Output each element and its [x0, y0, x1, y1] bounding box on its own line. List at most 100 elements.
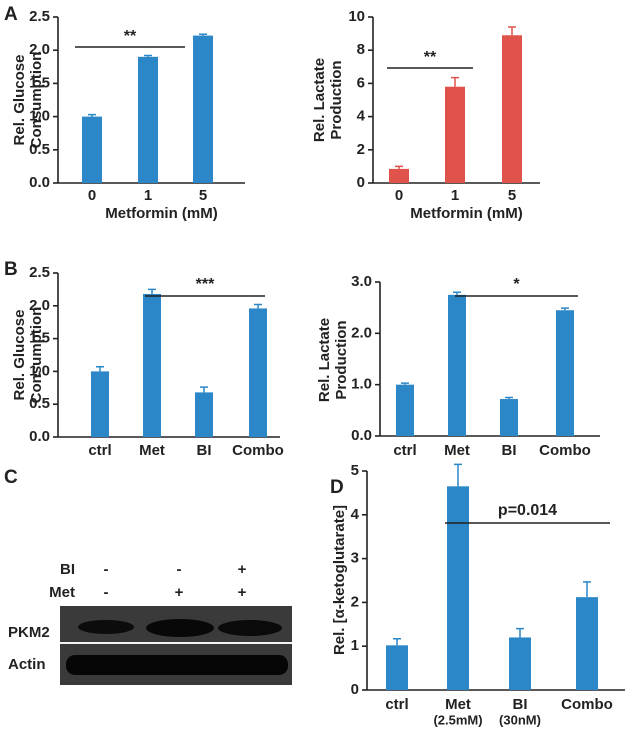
- panel-label: D: [330, 477, 344, 498]
- bar: [396, 384, 414, 436]
- x-tick-label: BI: [197, 442, 212, 459]
- x-tick-label: BI: [502, 442, 517, 459]
- y-tick-label: 1: [351, 637, 359, 654]
- bar: [386, 645, 408, 690]
- y-axis-title: Rel. Lactate: [316, 318, 333, 402]
- y-axis-title: Production: [333, 320, 350, 399]
- y-tick-label: 1.0: [29, 108, 50, 125]
- x-tick-label: Met: [445, 696, 471, 713]
- y-tick-label: 10: [348, 8, 365, 25]
- error-bar: [200, 386, 208, 393]
- bar: [195, 392, 213, 437]
- bar: [143, 293, 161, 437]
- panel-label: B: [4, 259, 18, 280]
- x-tick-label: Met: [139, 442, 165, 459]
- bar: [556, 310, 574, 436]
- error-bar: [505, 396, 513, 400]
- error-bar: [508, 26, 516, 36]
- treatment-sign: -: [104, 584, 109, 601]
- error-bar: [451, 76, 459, 87]
- error-bar: [393, 638, 401, 646]
- error-bar: [254, 303, 262, 309]
- treatment-label: BI: [60, 561, 75, 578]
- bar: [82, 116, 102, 183]
- y-tick-label: 1.0: [351, 376, 372, 393]
- band-label: PKM2: [8, 624, 50, 641]
- error-bar: [583, 581, 591, 598]
- y-tick-label: 8: [357, 41, 365, 58]
- x-tick-sublabel: (30nM): [499, 712, 541, 727]
- x-tick-label: Met: [444, 442, 470, 459]
- error-bar: [144, 54, 152, 57]
- significance-label: ***: [196, 276, 215, 293]
- y-tick-label: 6: [357, 74, 365, 91]
- error-bar: [516, 627, 524, 638]
- x-tick-label: 5: [508, 187, 516, 204]
- bar: [138, 56, 158, 184]
- bar: [509, 637, 531, 690]
- y-axis-title: Rel. Glucose: [11, 310, 28, 401]
- y-tick-label: 4: [351, 506, 360, 523]
- y-tick-label: 2.5: [29, 264, 50, 281]
- x-tick-label: 1: [451, 187, 459, 204]
- x-tick-label: ctrl: [88, 442, 111, 459]
- panel-label: C: [4, 467, 18, 488]
- y-tick-label: 0.5: [29, 141, 50, 158]
- treatment-sign: +: [238, 584, 247, 601]
- error-bar: [561, 307, 569, 311]
- bar: [500, 399, 518, 436]
- treatment-sign: +: [238, 561, 247, 578]
- y-tick-label: 1.5: [29, 74, 50, 91]
- significance-label: **: [124, 28, 137, 45]
- y-tick-label: 1.0: [29, 362, 50, 379]
- bar: [447, 486, 469, 690]
- y-axis-title: Production: [328, 60, 345, 139]
- treatment-sign: -: [177, 561, 182, 578]
- blot-image: [60, 606, 292, 685]
- y-tick-label: 0: [357, 174, 365, 191]
- x-axis-title: Metformin (mM): [105, 205, 218, 222]
- bar: [502, 35, 522, 184]
- y-tick-label: 3.0: [351, 273, 372, 290]
- error-bar: [401, 382, 409, 385]
- x-tick-label: BI: [513, 696, 528, 713]
- error-bar: [148, 288, 156, 294]
- y-tick-label: 2: [357, 141, 365, 158]
- y-tick-label: 2.0: [351, 324, 372, 341]
- error-bar: [88, 113, 96, 117]
- y-axis-title: Rel. [α-ketoglutarate]: [331, 505, 348, 655]
- bar: [445, 86, 465, 183]
- x-tick-label: 1: [144, 187, 152, 204]
- x-tick-label: ctrl: [385, 696, 408, 713]
- x-tick-label: ctrl: [393, 442, 416, 459]
- panel-label: A: [4, 4, 18, 25]
- treatment-sign: +: [175, 584, 184, 601]
- x-tick-label: 5: [199, 187, 207, 204]
- bar: [576, 597, 598, 690]
- error-bar: [199, 33, 207, 36]
- x-tick-sublabel: (2.5mM): [433, 712, 482, 727]
- error-bar: [96, 366, 104, 372]
- x-axis-title: Metformin (mM): [410, 205, 523, 222]
- error-bar: [395, 165, 403, 169]
- y-axis-title: Consumption: [28, 307, 45, 404]
- y-tick-label: 5: [351, 462, 359, 479]
- y-tick-label: 0.0: [351, 427, 372, 444]
- y-tick-label: 0.5: [29, 395, 50, 412]
- x-tick-label: 0: [395, 187, 403, 204]
- x-tick-label: Combo: [539, 442, 591, 459]
- y-tick-label: 2.5: [29, 8, 50, 25]
- band-label: Actin: [8, 656, 46, 673]
- significance-label: **: [424, 49, 437, 66]
- y-tick-label: 0: [351, 681, 359, 698]
- y-tick-label: 0.0: [29, 428, 50, 445]
- significance-label: *: [513, 276, 520, 293]
- y-tick-label: 4: [357, 108, 366, 125]
- y-tick-label: 0.0: [29, 174, 50, 191]
- error-bar: [454, 463, 462, 487]
- significance-label: p=0.014: [498, 502, 557, 519]
- bar: [389, 168, 409, 183]
- bar: [193, 35, 213, 184]
- bar: [91, 371, 109, 437]
